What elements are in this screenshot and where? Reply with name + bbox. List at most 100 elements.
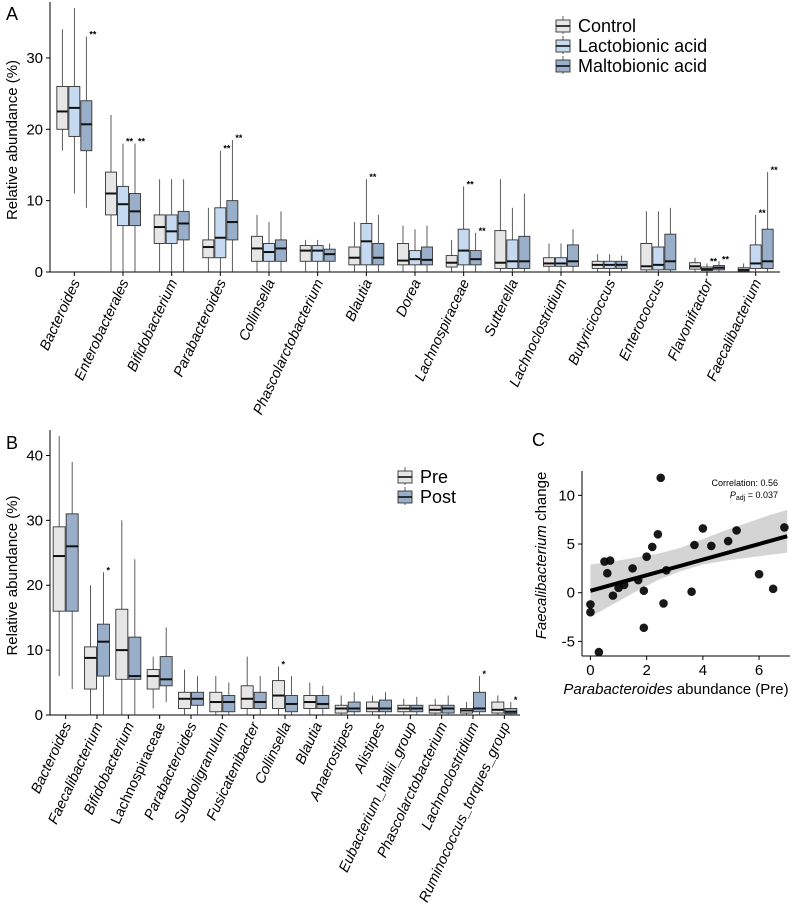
- y-axis-title-rest: change: [533, 472, 550, 525]
- scatter-point: [690, 540, 699, 550]
- box-alistipes-pre: [366, 695, 379, 715]
- box-faecalibacterium-lactobionic-acid: [749, 214, 762, 272]
- box-rect: [153, 214, 166, 244]
- box-collinsella-control: [251, 214, 263, 272]
- box-alistipes-post: [379, 692, 392, 715]
- x-tick-label: Enterobacterales: [72, 277, 133, 383]
- x-tick-label: Parabacteroides: [171, 277, 230, 379]
- legend-label: Lactobionic acid: [578, 36, 707, 56]
- box-rect: [640, 243, 653, 271]
- legend-item-maltobionic-acid: Maltobionic acid: [555, 56, 707, 76]
- panel-label: B: [6, 433, 18, 453]
- box-anaerostipes-post: [347, 692, 361, 715]
- x-axis-title-rest: abundance (Pre): [673, 681, 789, 698]
- box-bifidobacterium-lactobionic-acid: [165, 179, 178, 272]
- box-rect: [457, 228, 470, 266]
- box-enterobacterales-maltobionic-acid: [129, 143, 141, 272]
- y-tick-label: -5: [562, 633, 575, 650]
- box-rect: [652, 246, 665, 271]
- box-anaerostipes-pre: [334, 695, 348, 715]
- box-rect: [323, 248, 336, 262]
- y-tick-label: 0: [35, 264, 43, 281]
- significance-mark: **: [138, 137, 146, 147]
- box-enterococcus-maltobionic-acid: [664, 207, 677, 272]
- legend-item-control: Control: [555, 16, 636, 36]
- box-rect: [409, 250, 421, 266]
- scatter-point: [653, 529, 663, 539]
- box-faecalibacterium-post: [97, 572, 110, 715]
- box-rect: [177, 210, 190, 241]
- y-tick-label: 0: [567, 585, 575, 602]
- box-lachnospiraceae-maltobionic-acid: [469, 232, 482, 272]
- box-bifidobacterium-maltobionic-acid: [177, 179, 190, 272]
- panel-a: A 0 10 20 30 Relative abundance (%) Bacteroide…: [4, 2, 780, 417]
- box-faecalibacterium-pre: [84, 585, 97, 715]
- box-rect: [749, 244, 762, 269]
- box-phascolarctobacterium-pre: [428, 698, 442, 715]
- significance-mark: **: [771, 165, 779, 175]
- panel-label: C: [532, 430, 545, 450]
- box-rect: [117, 185, 129, 227]
- x-axis-title: Parabacteroides abundance (Pre): [563, 681, 788, 698]
- box-flavonifractor-control: [689, 257, 701, 272]
- box-rect: [80, 100, 93, 152]
- y-axis-title-italic: Faecalibacterium: [533, 525, 550, 639]
- legend-label: Maltobionic acid: [578, 56, 707, 76]
- box-rect: [555, 257, 567, 267]
- box-rect: [311, 245, 324, 262]
- significance-mark: **: [722, 254, 730, 264]
- box-rect: [761, 228, 774, 269]
- box-dorea-control: [397, 225, 409, 272]
- box-rect: [421, 246, 433, 266]
- box-lachnospiraceae-pre: [146, 656, 160, 709]
- box-sutterella-maltobionic-acid: [518, 193, 531, 272]
- scatter-point: [732, 526, 741, 535]
- scatter-point: [608, 591, 618, 600]
- significance-mark: *: [514, 695, 518, 705]
- box-lachnoclostridium-pre: [460, 702, 473, 715]
- box-collinsella-maltobionic-acid: [275, 211, 287, 272]
- box-rect: [518, 235, 531, 269]
- box-rect: [366, 701, 379, 713]
- box-parabacteroides-pre: [178, 669, 191, 715]
- significance-mark: **: [479, 226, 487, 236]
- box-blautia-maltobionic-acid: [372, 214, 385, 272]
- box-rect: [159, 656, 173, 687]
- scatter-point: [639, 623, 649, 633]
- legend-item-pre: Pre: [397, 467, 448, 487]
- legend-label: Control: [578, 16, 636, 36]
- y-axis-title: Relative abundance (%): [4, 60, 21, 220]
- box-bacteroides-control: [56, 29, 69, 151]
- regression-line: [589, 534, 788, 593]
- y-tick-label: 20: [26, 121, 43, 138]
- box-sutterella-control: [494, 179, 507, 272]
- box-rect: [97, 623, 110, 677]
- box-parabacteroides-lactobionic-acid: [214, 150, 227, 272]
- scatter-point: [642, 552, 651, 561]
- box-subdoligranulum-post: [222, 682, 236, 715]
- box-rect: [146, 669, 160, 690]
- box-blautia-lactobionic-acid: [360, 179, 373, 272]
- box-faecalibacterium-maltobionic-acid: [761, 172, 774, 272]
- box-bifidobacterium-post: [128, 559, 142, 715]
- box-rect: [65, 513, 79, 612]
- x-tick-label: Sutterella: [482, 277, 522, 339]
- box-bacteroides-pre: [52, 436, 66, 677]
- box-rect: [56, 86, 69, 130]
- box-collinsella-post: [285, 676, 298, 715]
- box-rect: [226, 200, 239, 241]
- box-collinsella-pre: [272, 666, 285, 715]
- y-tick-label: 10: [558, 487, 575, 504]
- scatter-point: [628, 564, 637, 573]
- box-butyricicoccus-lactobionic-acid: [603, 254, 616, 272]
- significance-mark: *: [107, 565, 111, 575]
- significance-mark: **: [126, 137, 134, 147]
- box-rect: [664, 233, 677, 271]
- box-parabacteroides-maltobionic-acid: [226, 140, 239, 272]
- x-tick-label: Faecalibacterium: [704, 277, 765, 384]
- x-tick-label: Blautia: [293, 720, 326, 767]
- significance-mark: **: [223, 144, 231, 154]
